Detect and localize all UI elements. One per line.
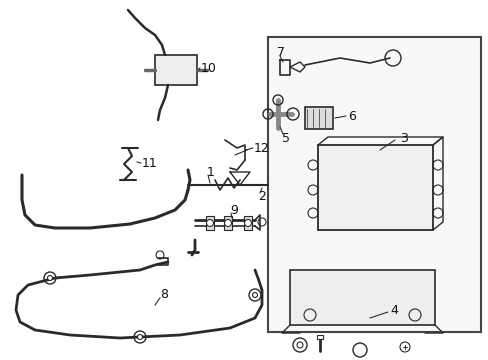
Bar: [244, 216, 251, 230]
Bar: [305, 107, 332, 129]
Bar: [317, 145, 432, 230]
Text: 9: 9: [229, 203, 237, 216]
Bar: [155, 55, 197, 85]
Text: 10: 10: [201, 62, 217, 75]
Text: 2: 2: [258, 189, 265, 202]
Circle shape: [206, 220, 213, 226]
Bar: [316, 335, 323, 339]
Circle shape: [137, 334, 142, 339]
Text: 7: 7: [276, 45, 285, 59]
Text: 8: 8: [160, 288, 168, 302]
Text: 11: 11: [142, 157, 158, 170]
Text: 1: 1: [206, 166, 214, 179]
Text: 12: 12: [253, 141, 269, 154]
Text: 3: 3: [399, 131, 407, 144]
Bar: [289, 270, 434, 325]
Circle shape: [47, 275, 52, 280]
Circle shape: [224, 220, 231, 226]
Circle shape: [244, 220, 251, 226]
Bar: [224, 216, 231, 230]
Bar: [267, 37, 480, 332]
Bar: [205, 216, 214, 230]
Circle shape: [296, 342, 303, 348]
Circle shape: [252, 292, 257, 297]
Text: 5: 5: [282, 131, 289, 144]
Text: 6: 6: [347, 109, 355, 122]
Text: 4: 4: [389, 303, 397, 316]
